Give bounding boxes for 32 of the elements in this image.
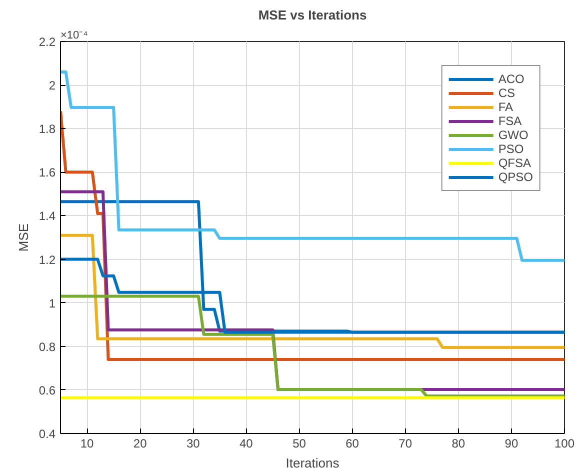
x-tick-label: 60 xyxy=(346,436,360,450)
y-tick-label: 1.6 xyxy=(38,166,56,180)
y-tick-label: 1.2 xyxy=(38,252,56,267)
y-axis-title: MSE xyxy=(16,223,31,252)
y-tick-label: 0.4 xyxy=(38,427,56,441)
legend-label: FSA xyxy=(498,114,522,128)
legend-label: ACO xyxy=(498,72,524,86)
y-tick-label: 1.4 xyxy=(38,209,56,224)
y-tick-label: 2.2 xyxy=(38,35,56,49)
x-tick-label: 10 xyxy=(80,436,94,450)
x-tick-label: 80 xyxy=(452,436,466,450)
x-axis-title: Iterations xyxy=(286,456,340,470)
legend-label: GWO xyxy=(498,128,528,142)
y-tick-label: 0.6 xyxy=(38,383,56,398)
legend-label: CS xyxy=(498,86,516,100)
x-tick-label: 70 xyxy=(398,436,412,450)
x-tick-label: 90 xyxy=(504,436,518,450)
legend-label: QPSO xyxy=(498,170,533,184)
legend-label: QFSA xyxy=(498,156,531,170)
chart-title: MSE vs Iterations xyxy=(258,8,367,22)
x-tick-label: 40 xyxy=(240,436,254,450)
legend-label: FA xyxy=(498,100,514,114)
x-tick-label: 100 xyxy=(554,436,575,450)
y-tick-label: 1.8 xyxy=(38,122,56,136)
y-tick-label: 2 xyxy=(48,78,56,93)
x-tick-label: 50 xyxy=(292,436,306,450)
y-tick-label: 1 xyxy=(48,296,56,310)
y-tick-label: 0.8 xyxy=(38,340,56,354)
legend-label: PSO xyxy=(498,142,524,156)
x-tick-label: 30 xyxy=(186,436,200,450)
x-tick-label: 20 xyxy=(133,436,148,450)
text: ×10⁻⁴ xyxy=(60,30,88,42)
